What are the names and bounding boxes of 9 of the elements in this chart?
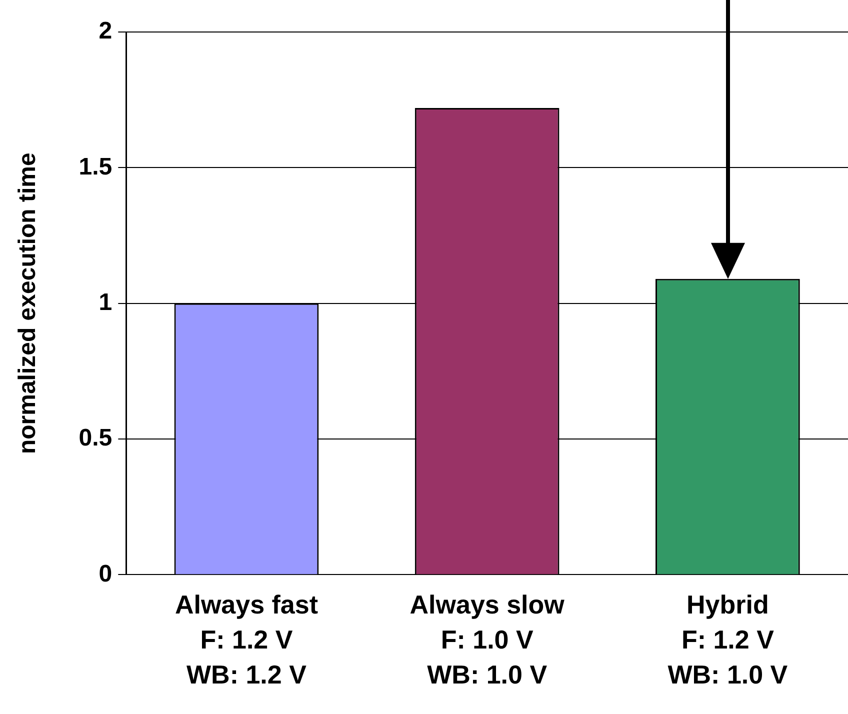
x-tick-label: Hybrid F: 1.2 V WB: 1.0 V — [668, 589, 788, 690]
y-tick-label: 2 — [98, 18, 112, 45]
y-tick-label: 1.5 — [78, 153, 112, 180]
y-tick-label: 1 — [98, 288, 112, 316]
y-axis-title: normalized execution time — [14, 152, 42, 454]
y-tick-label: 0.5 — [78, 424, 112, 452]
y-tick-label: 0 — [98, 560, 112, 588]
x-tick-label: Always fast F: 1.2 V WB: 1.2 V — [174, 589, 318, 690]
x-tick-label: Always slow F: 1.0 V WB: 1.0 V — [410, 589, 566, 690]
